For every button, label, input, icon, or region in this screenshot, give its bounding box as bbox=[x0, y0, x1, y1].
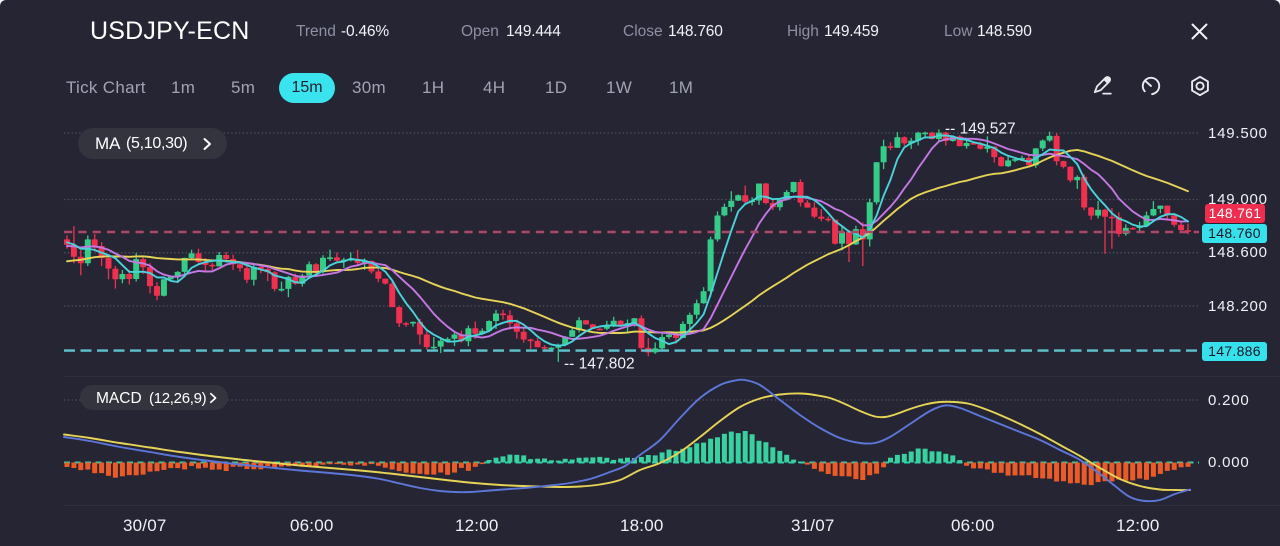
svg-text:-- 147.802: -- 147.802 bbox=[564, 356, 635, 373]
svg-text:-- 149.527: -- 149.527 bbox=[945, 121, 1016, 138]
